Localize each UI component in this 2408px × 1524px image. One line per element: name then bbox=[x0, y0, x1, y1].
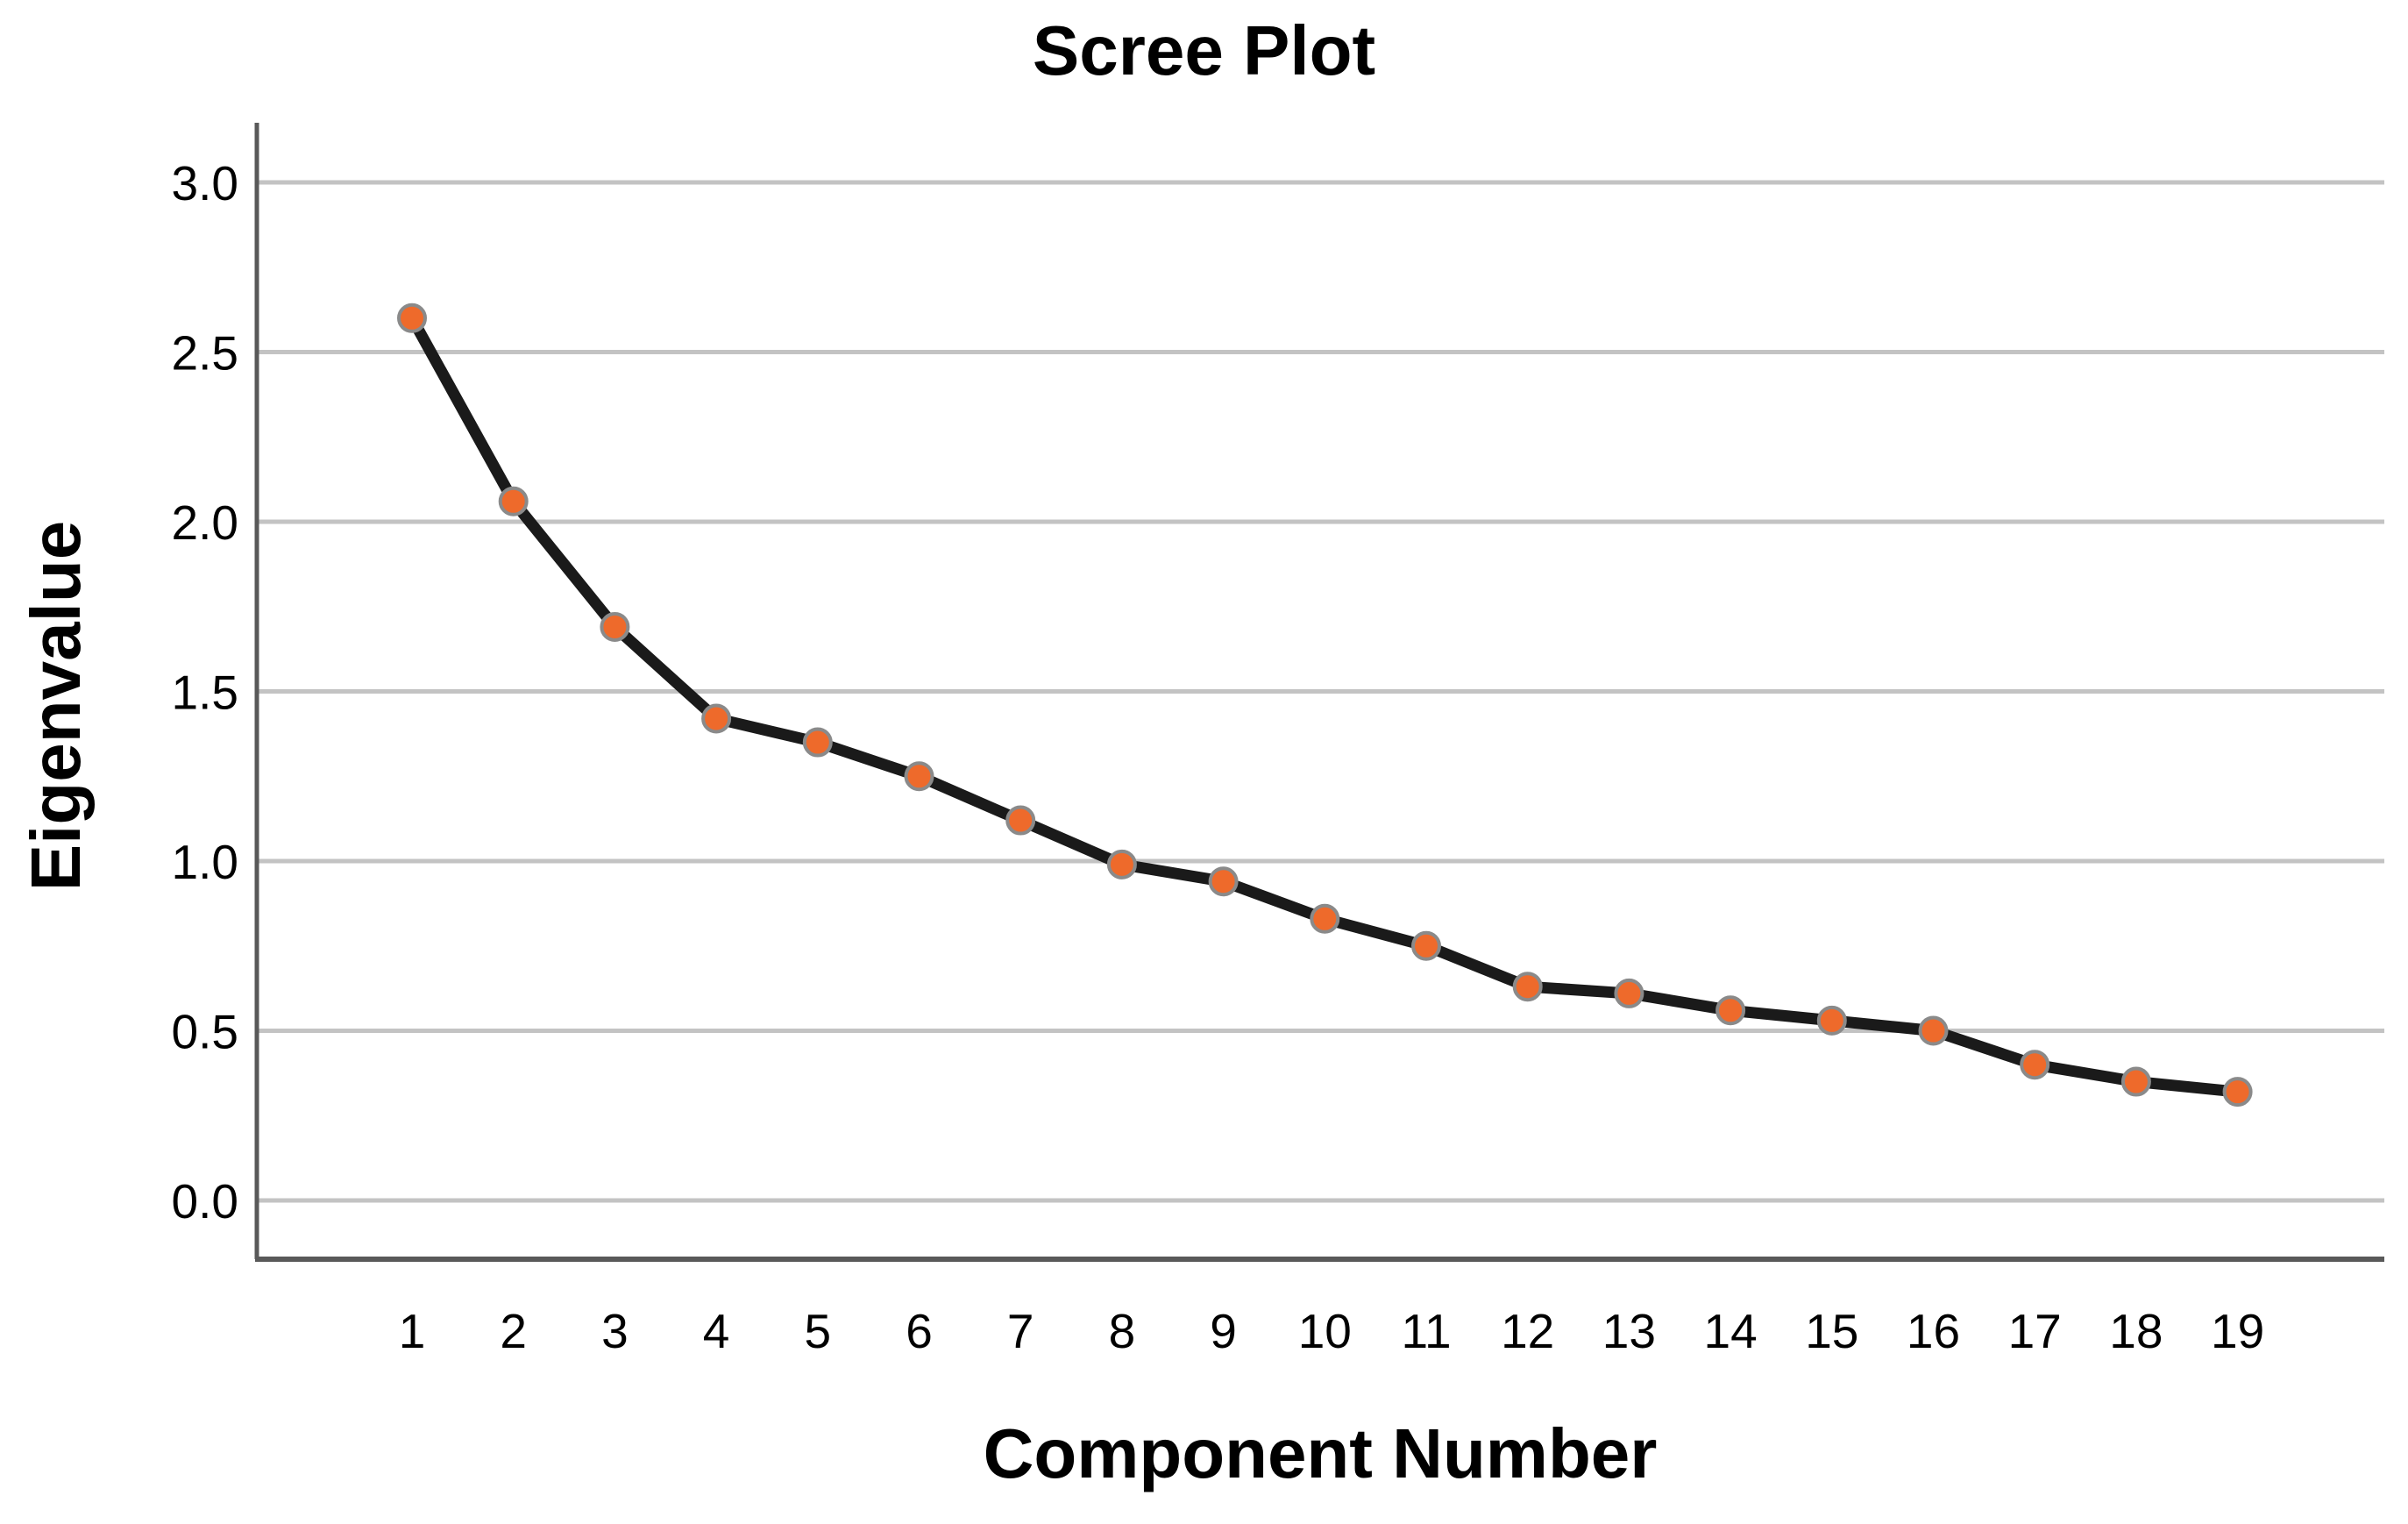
x-tick-label: 5 bbox=[805, 1304, 832, 1358]
x-tick-label: 4 bbox=[703, 1304, 730, 1358]
data-point-1 bbox=[397, 303, 427, 333]
data-point-11 bbox=[1411, 930, 1441, 961]
data-point-10 bbox=[1310, 903, 1340, 934]
data-point-7 bbox=[1005, 805, 1036, 836]
data-point-8 bbox=[1106, 849, 1137, 880]
data-point-2 bbox=[498, 486, 529, 516]
data-point-17 bbox=[2020, 1050, 2050, 1080]
x-tick-label: 3 bbox=[601, 1304, 629, 1358]
data-point-5 bbox=[802, 727, 833, 758]
data-point-6 bbox=[904, 761, 934, 792]
data-point-4 bbox=[701, 703, 732, 734]
y-tick-label: 1.0 bbox=[172, 835, 238, 889]
y-tick-label: 0.0 bbox=[172, 1174, 238, 1228]
x-tick-label: 7 bbox=[1007, 1304, 1034, 1358]
y-tick-label: 0.5 bbox=[172, 1005, 238, 1059]
x-tick-label: 9 bbox=[1210, 1304, 1237, 1358]
x-tick-label: 14 bbox=[1704, 1304, 1758, 1358]
x-tick-label: 1 bbox=[399, 1304, 426, 1358]
data-point-12 bbox=[1512, 972, 1543, 1002]
y-tick-label: 3.0 bbox=[172, 156, 238, 210]
data-point-14 bbox=[1715, 995, 1746, 1026]
x-tick-label: 19 bbox=[2211, 1304, 2264, 1358]
eigenvalue-curve bbox=[406, 312, 2244, 1098]
x-tick-label: 10 bbox=[1298, 1304, 1352, 1358]
x-tick-label: 11 bbox=[1401, 1304, 1451, 1358]
x-tick-label: 13 bbox=[1602, 1304, 1656, 1358]
x-tick-label: 17 bbox=[2008, 1304, 2062, 1358]
data-point-16 bbox=[1918, 1015, 1949, 1046]
data-point-15 bbox=[1816, 1005, 1847, 1036]
x-axis-title: Component Number bbox=[983, 1414, 1658, 1492]
data-point-9 bbox=[1208, 866, 1239, 897]
y-tick-label: 1.5 bbox=[172, 666, 238, 720]
x-tick-label: 12 bbox=[1501, 1304, 1554, 1358]
y-tick-label: 2.5 bbox=[172, 326, 238, 381]
data-point-19 bbox=[2222, 1077, 2253, 1107]
x-tick-label: 6 bbox=[906, 1304, 933, 1358]
x-tick-label: 18 bbox=[2109, 1304, 2163, 1358]
x-tick-label: 8 bbox=[1109, 1304, 1136, 1358]
data-point-13 bbox=[1614, 978, 1644, 1008]
x-tick-label: 15 bbox=[1805, 1304, 1858, 1358]
y-tick-label: 2.0 bbox=[172, 495, 238, 550]
x-tick-label: 2 bbox=[500, 1304, 527, 1358]
chart-title: Scree Plot bbox=[1032, 11, 1376, 89]
data-point-18 bbox=[2120, 1066, 2151, 1097]
data-point-3 bbox=[600, 611, 630, 642]
x-tick-label: 16 bbox=[1907, 1304, 1960, 1358]
